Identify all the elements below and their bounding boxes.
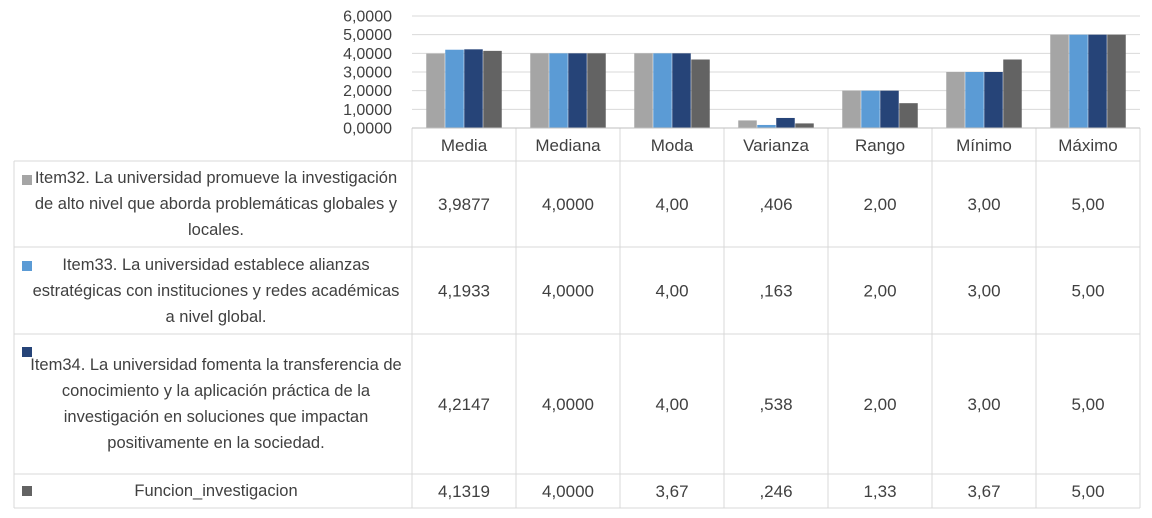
bar xyxy=(568,53,587,129)
data-label: 5,00 xyxy=(1071,282,1104,301)
bar xyxy=(691,59,710,128)
series-label: Funcion_investigacion xyxy=(28,474,404,508)
data-label: 3,67 xyxy=(655,482,688,501)
data-label: 2,00 xyxy=(863,282,896,301)
bar xyxy=(653,53,672,129)
data-label: 3,00 xyxy=(967,195,1000,214)
y-tick-label: 3,0000 xyxy=(343,65,392,82)
data-label: 4,00 xyxy=(655,195,688,214)
data-label: 4,0000 xyxy=(542,395,594,414)
data-label: ,163 xyxy=(759,282,792,301)
data-label: 4,2147 xyxy=(438,395,490,414)
category-label: Máximo xyxy=(1058,136,1118,155)
series-name: Item33. La universidad establece alianza… xyxy=(32,255,400,326)
legend-key xyxy=(22,347,32,357)
bar xyxy=(634,53,653,129)
legend-key xyxy=(22,175,32,185)
series-name: Item34. La universidad fomenta la transf… xyxy=(30,356,402,452)
data-label: 2,00 xyxy=(863,395,896,414)
y-tick-label: 1,0000 xyxy=(343,102,392,119)
data-label: 3,9877 xyxy=(438,195,490,214)
category-label: Varianza xyxy=(743,136,809,155)
bar xyxy=(1107,34,1126,128)
y-tick-label: 2,0000 xyxy=(343,83,392,100)
bar xyxy=(549,53,568,129)
data-label: 5,00 xyxy=(1071,395,1104,414)
data-label: ,406 xyxy=(759,195,792,214)
legend-key xyxy=(22,261,32,271)
data-label: ,538 xyxy=(759,395,792,414)
data-label: 4,1933 xyxy=(438,282,490,301)
y-tick-label: 4,0000 xyxy=(343,46,392,63)
data-label: 4,00 xyxy=(655,282,688,301)
bar xyxy=(426,53,445,128)
legend-key xyxy=(22,486,32,496)
bar xyxy=(672,53,691,129)
category-label: Moda xyxy=(651,136,694,155)
y-tick-label: 6,0000 xyxy=(343,9,392,26)
bar xyxy=(1069,34,1088,128)
data-label: 4,0000 xyxy=(542,482,594,501)
series-name: Item32. La universidad promueve la inves… xyxy=(34,169,398,239)
bar xyxy=(899,103,918,128)
bar xyxy=(483,50,502,128)
bar xyxy=(795,123,814,128)
series-label: Item34. La universidad fomenta la transf… xyxy=(28,334,404,474)
bar xyxy=(1003,59,1022,128)
bar xyxy=(738,120,757,128)
bar xyxy=(530,53,549,129)
category-label: Rango xyxy=(855,136,905,155)
data-label: 4,1319 xyxy=(438,482,490,501)
bar xyxy=(965,72,984,128)
bar xyxy=(1088,34,1107,128)
series-name: Funcion_investigacion xyxy=(134,482,298,500)
bar xyxy=(776,117,795,128)
category-label: Mediana xyxy=(535,136,601,155)
bar xyxy=(842,90,861,128)
bar xyxy=(587,53,606,129)
data-label: 5,00 xyxy=(1071,195,1104,214)
data-label: 1,33 xyxy=(863,482,896,501)
data-label: 4,00 xyxy=(655,395,688,414)
bar xyxy=(1050,34,1069,128)
y-tick-label: 5,0000 xyxy=(343,27,392,44)
bar xyxy=(946,72,965,128)
data-label: 5,00 xyxy=(1071,482,1104,501)
series-label: Item32. La universidad promueve la inves… xyxy=(28,161,404,247)
data-label: 4,0000 xyxy=(542,195,594,214)
bar xyxy=(984,72,1003,128)
bar xyxy=(861,90,880,128)
data-label: 3,00 xyxy=(967,282,1000,301)
bar xyxy=(757,124,776,128)
data-label: 2,00 xyxy=(863,195,896,214)
data-label: 3,67 xyxy=(967,482,1000,501)
data-label: ,246 xyxy=(759,482,792,501)
bar xyxy=(445,49,464,128)
category-label: Media xyxy=(441,136,488,155)
data-label: 4,0000 xyxy=(542,282,594,301)
data-label: 3,00 xyxy=(967,395,1000,414)
series-label: Item33. La universidad establece alianza… xyxy=(28,247,404,334)
bar xyxy=(880,90,899,128)
bar xyxy=(464,49,483,128)
category-label: Mínimo xyxy=(956,136,1012,155)
y-tick-label: 0,0000 xyxy=(343,121,392,138)
